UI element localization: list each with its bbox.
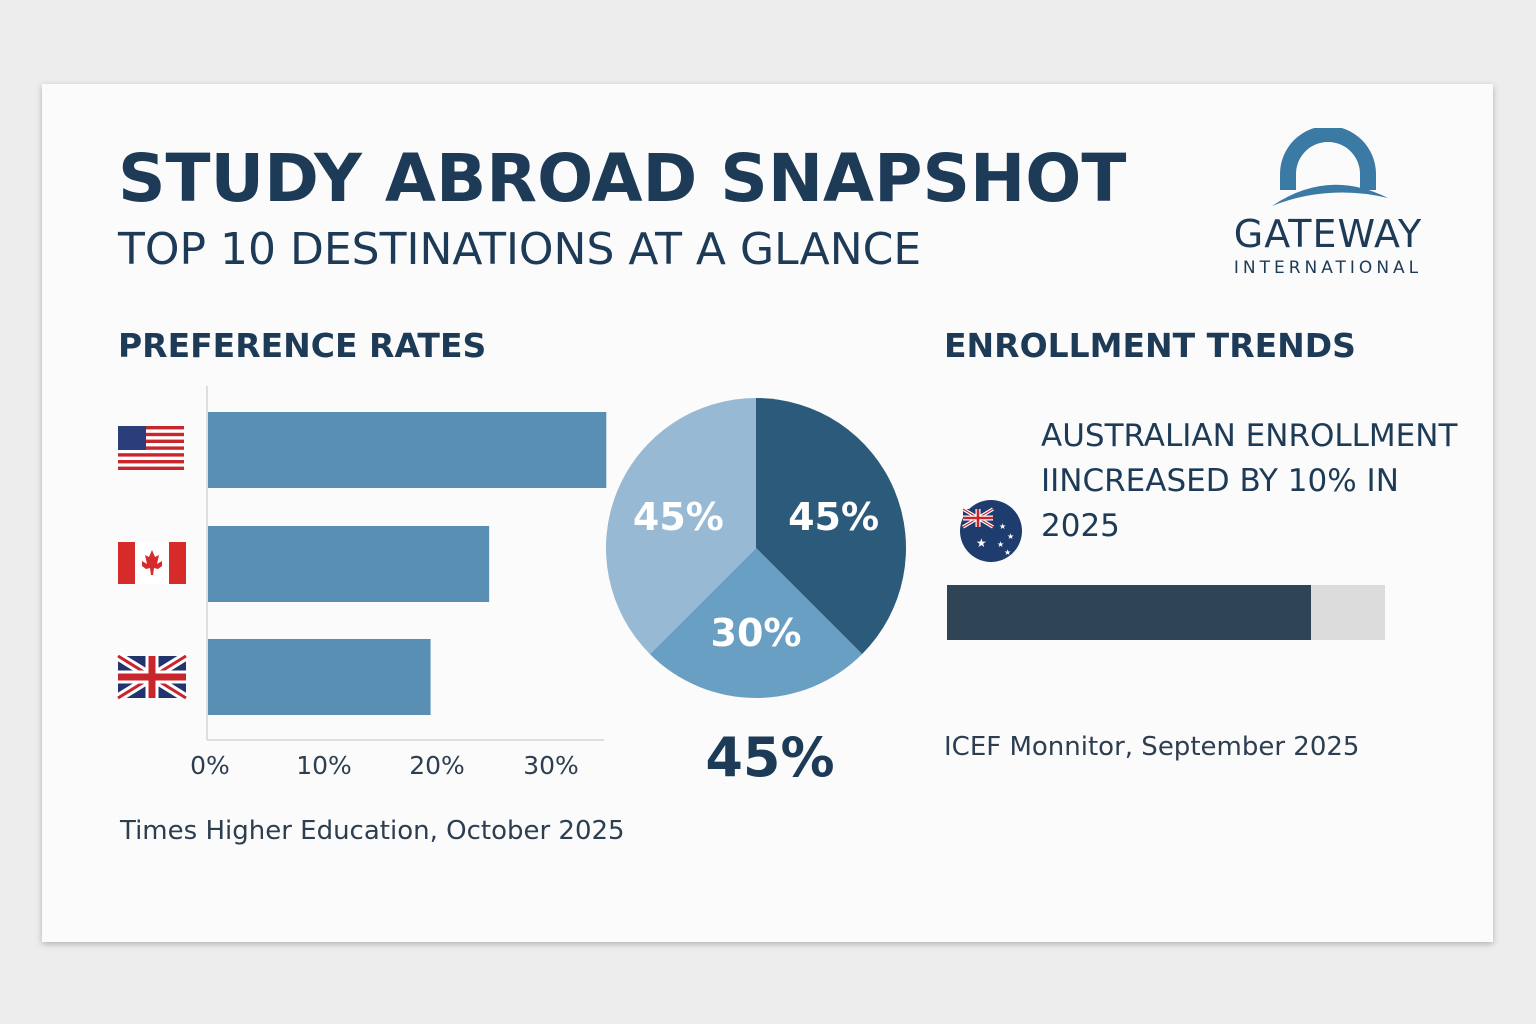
bar-x-tick-label: 0% [190, 751, 230, 780]
bar-x-tick-label: 10% [296, 751, 352, 780]
pie-slice-label: 45% [633, 495, 724, 539]
enrollment-source: ICEF Monnitor, September 2025 [944, 732, 1360, 762]
enrollment-statement: AUSTRALIAN ENROLLMENT IINCREASED BY 10% … [1041, 418, 1458, 544]
canada-flag-icon [118, 542, 186, 584]
logo-name: GATEWAY [1233, 212, 1423, 256]
uk-flag-icon [115, 652, 189, 702]
bar-x-tick-label: 20% [409, 751, 465, 780]
page-subtitle: TOP 10 DESTINATIONS AT A GLANCE [118, 224, 922, 275]
enrollment-progress-bar [947, 585, 1385, 640]
enrollment-progress-fill [947, 585, 1311, 640]
svg-text:★: ★ [1007, 532, 1014, 541]
gateway-logo: GATEWAY INTERNATIONAL [1210, 126, 1446, 288]
svg-text:★: ★ [976, 536, 987, 550]
pie-slice-label: 45% [788, 495, 879, 539]
pie-slice-3 [606, 398, 756, 655]
bar-2 [208, 526, 490, 602]
australia-flag-icon: ★ ★ ★ ★ ★ [960, 500, 1022, 562]
preference-bar-chart: 0% 10% 20% 30% [115, 386, 607, 780]
pie-summary-value: 45% [705, 726, 835, 789]
us-flag-icon [118, 426, 184, 470]
arch-logo-icon [1272, 126, 1388, 206]
svg-text:★: ★ [1004, 548, 1011, 557]
bar-1 [208, 412, 607, 488]
bar-3 [208, 639, 431, 715]
pie-slice-label: 30% [711, 611, 802, 655]
pie-slice-1 [756, 398, 906, 655]
preference-source: Times Higher Education, October 2025 [120, 816, 625, 846]
preference-pie-chart: 45% 30% 45% [606, 398, 906, 698]
pie-slice-2 [649, 548, 863, 698]
page-title: STUDY ABROAD SNAPSHOT [118, 140, 1127, 217]
bar-x-tick-label: 30% [523, 751, 579, 780]
enrollment-heading: ENROLLMENT TRENDS [944, 326, 1356, 365]
svg-text:★: ★ [999, 522, 1006, 531]
svg-text:★: ★ [997, 540, 1004, 549]
preference-heading: PREFERENCE RATES [118, 326, 487, 365]
logo-subtitle: INTERNATIONAL [1233, 258, 1423, 278]
